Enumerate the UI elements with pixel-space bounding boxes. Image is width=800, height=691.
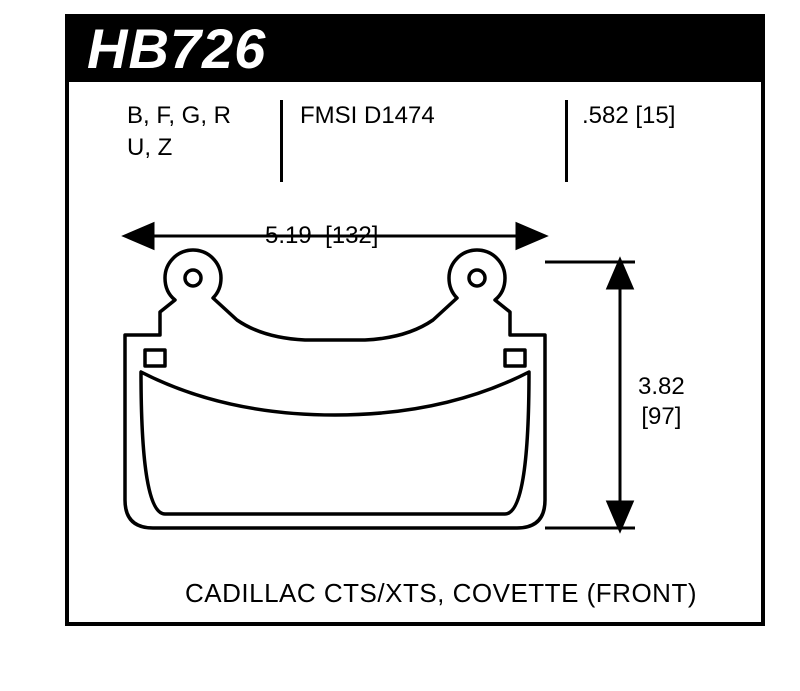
height-arrow bbox=[545, 260, 635, 530]
brake-pad-diagram bbox=[65, 200, 765, 560]
variants-line1: B, F, G, R bbox=[127, 100, 231, 132]
separator-2 bbox=[565, 100, 568, 182]
brake-pad-outline bbox=[125, 250, 545, 528]
variants-line2: U, Z bbox=[127, 132, 172, 164]
fmsi-code: FMSI D1474 bbox=[300, 100, 435, 132]
thickness-spec: .582 [15] bbox=[582, 100, 675, 132]
application-caption: CADILLAC CTS/XTS, COVETTE (FRONT) bbox=[185, 578, 697, 609]
width-arrow bbox=[125, 224, 545, 248]
separator-1 bbox=[280, 100, 283, 182]
